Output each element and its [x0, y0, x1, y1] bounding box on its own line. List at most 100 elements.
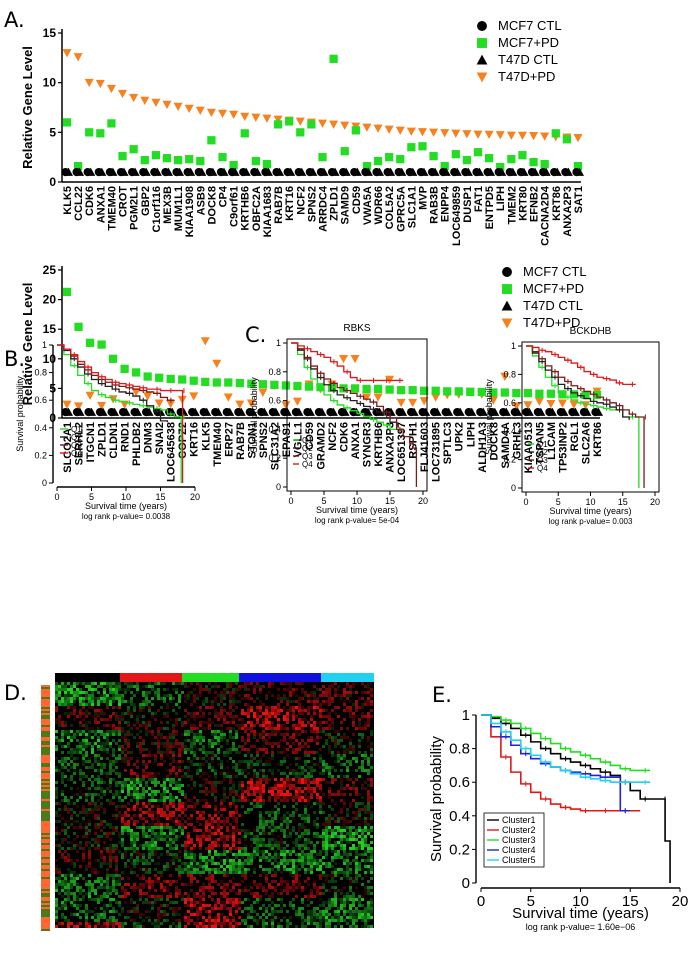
heatmap-cell — [271, 847, 274, 850]
heatmap-cell — [145, 847, 148, 850]
heatmap-cell — [325, 862, 328, 865]
heatmap-cell — [223, 691, 226, 694]
heatmap-cell — [70, 712, 73, 715]
heatmap-cell — [256, 754, 259, 757]
legend-marker — [477, 21, 487, 31]
heatmap-cell — [79, 823, 82, 826]
heatmap-cell — [112, 733, 115, 736]
heatmap-cell — [79, 790, 82, 793]
heatmap-cell — [277, 742, 280, 745]
data-point-mcf7-ctl — [407, 407, 416, 417]
heatmap-cell — [148, 868, 151, 871]
heatmap-cell — [202, 703, 205, 706]
heatmap-cell — [67, 895, 70, 898]
heatmap-cell — [88, 766, 91, 769]
heatmap-cell — [61, 697, 64, 700]
heatmap-cell — [223, 775, 226, 778]
heatmap-cell — [208, 871, 211, 874]
heatmap-cell — [232, 811, 235, 814]
heatmap-cell — [157, 694, 160, 697]
survival-curve-q3 — [291, 342, 418, 487]
heatmap-cell — [349, 700, 352, 703]
heatmap-cell — [253, 757, 256, 760]
heatmap-cell — [148, 772, 151, 775]
heatmap-cell — [115, 727, 118, 730]
heatmap-cell — [265, 715, 268, 718]
heatmap-cell — [97, 835, 100, 838]
heatmap-cell — [187, 838, 190, 841]
data-point-t47d-pd — [246, 399, 256, 408]
heatmap-cell — [328, 700, 331, 703]
heatmap-cell — [79, 847, 82, 850]
data-point-mcf7-ctl — [272, 167, 281, 177]
heatmap-cell — [115, 682, 118, 685]
heatmap-cell — [244, 769, 247, 772]
heatmap-cell — [76, 895, 79, 898]
data-point-mcf7-pd — [496, 162, 505, 172]
heatmap-cell — [319, 784, 322, 787]
heatmap-cell — [118, 883, 121, 886]
heatmap-cell — [70, 880, 73, 883]
heatmap-cell — [82, 898, 85, 901]
heatmap-cell — [145, 781, 148, 784]
heatmap-cell — [226, 748, 229, 751]
gene-label: ANXA1 — [350, 422, 362, 459]
heatmap-cell — [199, 766, 202, 769]
heatmap-cell — [103, 694, 106, 697]
heatmap-cell — [310, 775, 313, 778]
heatmap-cell — [229, 868, 232, 871]
heatmap-cell — [109, 799, 112, 802]
data-point-mcf7-pd — [207, 136, 216, 145]
heatmap-cell — [370, 754, 373, 757]
heatmap-cell — [76, 793, 79, 796]
heatmap-cell — [163, 781, 166, 784]
heatmap-cell — [361, 796, 364, 799]
heatmap-cell — [343, 694, 346, 697]
heatmap-cell — [274, 904, 277, 907]
x-axis-title: Survival time (years) — [549, 506, 631, 516]
heatmap-cell — [352, 844, 355, 847]
heatmap-cell — [205, 802, 208, 805]
heatmap-cell — [223, 778, 226, 781]
data-point-mcf7-pd — [558, 390, 567, 399]
heatmap-cell — [70, 736, 73, 739]
heatmap-cell — [115, 784, 118, 787]
heatmap-cell — [364, 835, 367, 838]
heatmap-cell — [187, 874, 190, 877]
heatmap-cell — [286, 799, 289, 802]
heatmap-cell — [121, 826, 124, 829]
data-point-mcf7-ctl — [476, 407, 485, 417]
heatmap-cell — [211, 859, 214, 862]
heatmap-cell — [283, 733, 286, 736]
heatmap-cell — [127, 892, 130, 895]
heatmap-cell — [139, 817, 142, 820]
heatmap-cell — [304, 778, 307, 781]
heatmap-cell — [82, 703, 85, 706]
heatmap-cell — [178, 850, 181, 853]
heatmap-cell — [328, 820, 331, 823]
heatmap-cell — [322, 721, 325, 724]
heatmap-cell — [217, 823, 220, 826]
heatmap-cell — [229, 733, 232, 736]
heatmap-cell — [334, 844, 337, 847]
heatmap-cell — [106, 862, 109, 865]
heatmap-cell — [340, 847, 343, 850]
heatmap-cell — [301, 886, 304, 889]
heatmap-cell — [58, 844, 61, 847]
heatmap-cell — [322, 685, 325, 688]
y-axis-title: Survival probability — [15, 376, 25, 452]
heatmap-cell — [163, 838, 166, 841]
heatmap-cell — [169, 757, 172, 760]
heatmap-cell — [205, 862, 208, 865]
heatmap-cell — [112, 889, 115, 892]
heatmap-cell — [127, 763, 130, 766]
heatmap-cell — [223, 883, 226, 886]
heatmap-cell — [358, 868, 361, 871]
heatmap-cell — [91, 730, 94, 733]
heatmap-cell — [304, 805, 307, 808]
gene-label: GPRC5A — [395, 186, 407, 232]
heatmap-cell — [307, 841, 310, 844]
heatmap-cell — [130, 886, 133, 889]
heatmap-cell — [208, 904, 211, 907]
heatmap-cell — [64, 799, 67, 802]
